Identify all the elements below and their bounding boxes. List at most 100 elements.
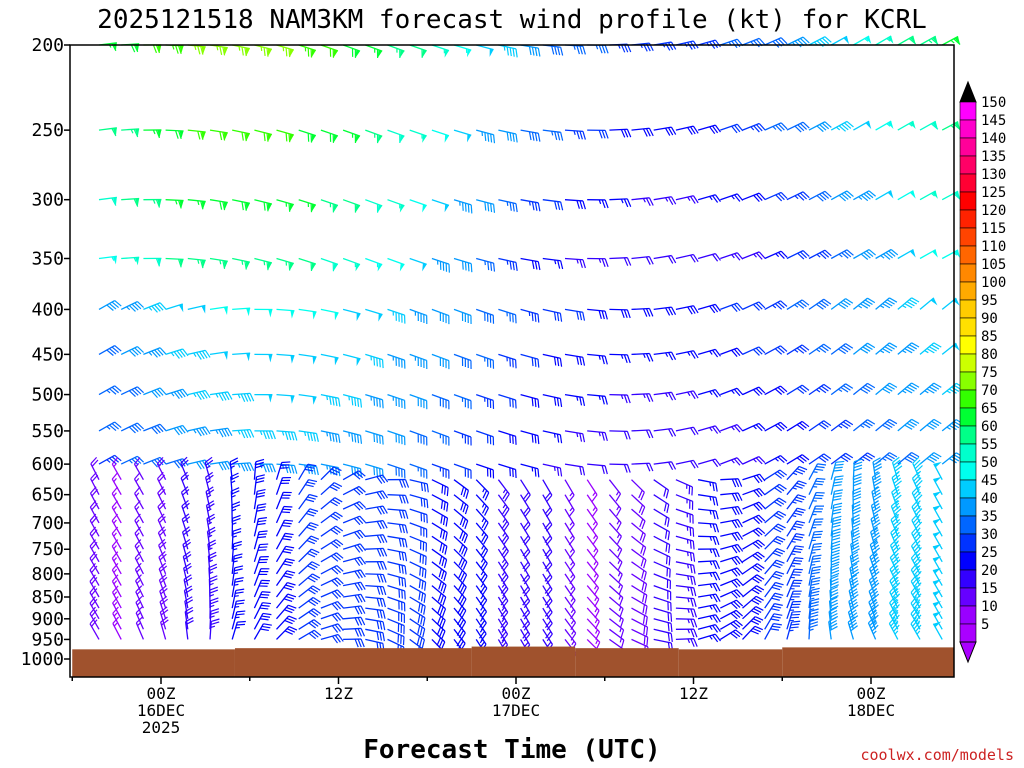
barb-full (401, 565, 404, 574)
barb-full (830, 578, 839, 583)
barb-full (914, 505, 921, 513)
barb-full (237, 620, 246, 623)
wind-barb (764, 454, 788, 465)
barb-full (224, 461, 230, 470)
barb-half (872, 609, 877, 614)
barb-full (693, 576, 696, 586)
barb-full (871, 529, 879, 536)
barb-full (796, 302, 805, 309)
barb-half (209, 571, 214, 575)
barb-pennant (223, 132, 228, 141)
barb-full (155, 199, 161, 208)
barb-full (360, 617, 366, 626)
barb-full (792, 593, 801, 595)
barb-full (715, 593, 721, 602)
barb-half (620, 354, 624, 359)
barb-pennant (356, 357, 361, 367)
barb-full (464, 468, 467, 477)
barb-full (179, 459, 186, 467)
wind-barb (365, 353, 384, 369)
barb-full (305, 512, 315, 517)
barb-full (218, 429, 224, 438)
barb-full (184, 606, 194, 613)
barb-full (829, 586, 839, 591)
wind-barb (431, 393, 450, 410)
barb-shaft (653, 306, 672, 311)
barb-full (359, 435, 363, 444)
barb-full (853, 482, 862, 487)
barb-full (773, 584, 782, 588)
colorbar-swatch (959, 137, 977, 157)
barb-full (867, 452, 876, 458)
barb-full (154, 349, 161, 357)
barb-full (91, 516, 98, 524)
barb-full (845, 452, 854, 459)
barb-shaft (764, 497, 780, 510)
wind-barb (586, 548, 599, 572)
barb-shaft (520, 628, 531, 646)
barb-full (308, 611, 316, 618)
barb-half (810, 597, 815, 600)
barb-full (851, 529, 860, 535)
barb-full (791, 585, 801, 587)
barb-shaft (231, 579, 236, 598)
barb-shaft (919, 297, 935, 310)
barb-full (423, 606, 426, 615)
barb-full (357, 638, 362, 648)
barb-pennant (333, 204, 338, 213)
barb-full (263, 202, 266, 211)
barb-full (872, 457, 881, 463)
wind-barb (253, 543, 269, 562)
barb-shaft (830, 518, 834, 537)
barb-full (692, 528, 695, 537)
wind-barb (320, 353, 339, 366)
barb-full (154, 389, 161, 397)
barb-full (308, 537, 318, 543)
wind-barb (675, 522, 695, 537)
wind-barb (98, 385, 122, 396)
barb-full (309, 432, 313, 442)
colorbar-label: 90 (981, 311, 998, 327)
barb-shaft (342, 556, 361, 563)
barb-full (910, 574, 918, 582)
barb-full (159, 423, 167, 431)
barb-full (821, 251, 830, 258)
wind-barb (165, 44, 184, 54)
wind-barb (742, 551, 765, 563)
barb-full (667, 622, 670, 632)
colorbar-swatch (959, 119, 977, 139)
barb-full (420, 592, 424, 602)
barb-full (417, 603, 421, 612)
barb-full (890, 598, 898, 606)
barb-half (790, 576, 795, 579)
barb-shaft (298, 494, 310, 510)
barb-full (891, 516, 899, 523)
barb-full (263, 47, 266, 56)
wind-barb (720, 567, 744, 577)
barb-full (307, 463, 317, 467)
wind-barb (209, 460, 233, 471)
barb-full (537, 133, 541, 142)
barb-full (893, 614, 900, 622)
wind-barb (320, 600, 344, 611)
barb-full (181, 459, 189, 467)
barb-full (515, 262, 518, 271)
barb-pennant (933, 518, 942, 525)
wind-barb (911, 471, 923, 495)
barb-full (842, 454, 851, 461)
barb-full (312, 573, 321, 579)
barb-full (752, 517, 760, 525)
barb-full (604, 355, 608, 365)
barb-full (772, 552, 781, 557)
barb-full (206, 474, 214, 481)
barb-half (528, 311, 531, 317)
barb-full (546, 612, 553, 620)
barb-full (154, 304, 161, 312)
barb-full (731, 557, 738, 566)
barb-full (259, 570, 269, 573)
barb-full (404, 590, 406, 600)
barb-pennant (179, 45, 184, 54)
wind-barb (933, 461, 943, 481)
barb-full (382, 632, 385, 642)
barb-full (175, 130, 179, 139)
